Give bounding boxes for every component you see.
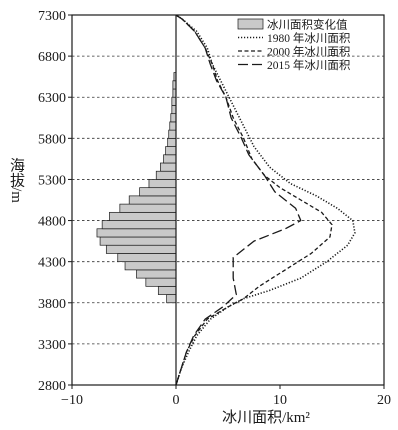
y-tick-label: 6800 [38,50,66,65]
x-tick-label: 20 [377,393,391,408]
bars [96,72,177,304]
bar [99,236,177,246]
bar [136,269,177,279]
plot-frame [71,14,385,386]
y-tick-label: 6300 [38,91,66,106]
bar [170,113,177,123]
bar [165,146,177,156]
legend-swatch [237,18,264,30]
series-line [175,14,333,386]
y-tick-label: 4800 [38,215,66,230]
x-axis: −10 0 10 20 [61,385,391,408]
bar [105,244,177,254]
bar [168,129,177,139]
gridlines [72,55,384,345]
bar [171,105,177,115]
y-tick-label: 2800 [38,379,66,394]
bar [155,170,177,180]
bar [171,96,177,106]
plot-area [71,14,385,386]
bar [109,211,177,221]
legend-label: 1980 年冰川面积 [267,31,351,45]
bar [166,294,177,304]
bar [124,261,177,271]
x-tick-label: −10 [61,393,83,408]
legend-label: 2015 年冰川面积 [267,58,351,72]
y-tick-label: 5800 [38,132,66,147]
y-tick-label: 4300 [38,256,66,271]
bar [96,228,177,238]
bar [157,285,177,295]
y-tick-label: 3800 [38,297,66,312]
bar [117,253,177,263]
series-line [175,14,356,386]
bar [119,203,177,213]
bar [139,187,177,197]
bar [163,154,177,164]
x-axis-title: 冰川面积/km² [222,409,310,426]
y-tick-label: 3300 [38,338,66,353]
series-lines [175,14,356,386]
y-tick-label: 5300 [38,173,66,188]
y-axis-title: 海拔/m [8,157,25,203]
bar [145,277,177,287]
bar [167,137,177,147]
bar [148,179,177,189]
bar [160,162,177,172]
x-tick-label: 10 [273,393,287,408]
bar [128,195,177,205]
x-tick-label: 0 [173,393,180,408]
y-axis: 2800 3300 3800 4300 4800 5300 5800 6300 6800 7300 [38,9,72,394]
series-line [175,14,302,386]
bar [169,121,177,131]
legend-label: 2000 年冰川面积 [267,45,351,59]
legend-label: 冰川面积变化值 [267,18,348,32]
bar [101,220,177,230]
y-tick-label: 7300 [38,9,66,24]
